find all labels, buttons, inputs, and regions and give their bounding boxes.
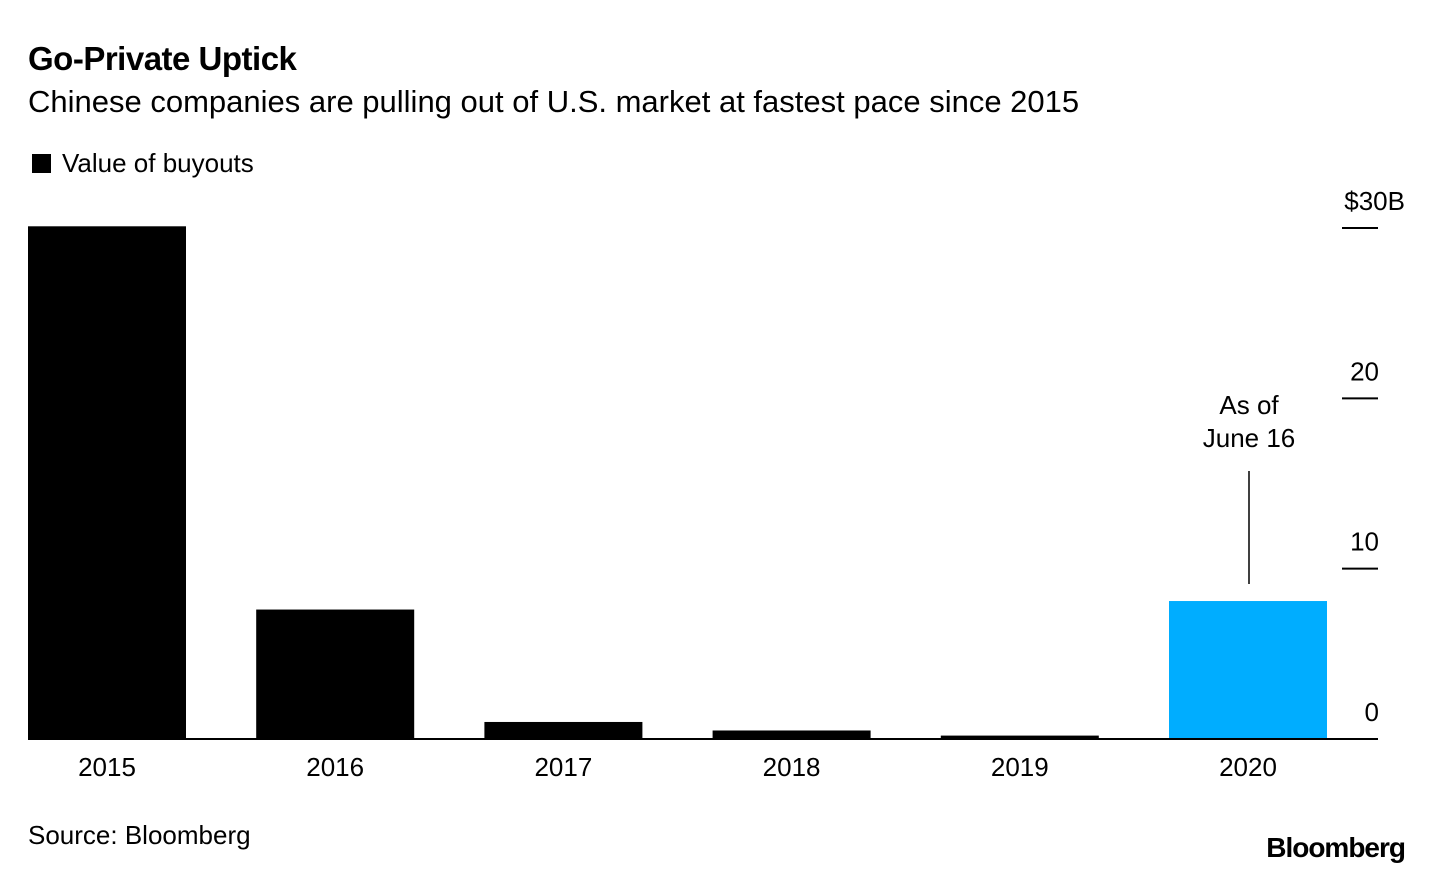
y-tick-label-20: 20 [1350,356,1379,386]
x-tick-label-2019: 2019 [991,752,1049,782]
y-tick-label-30: $30B [1344,186,1405,216]
bloomberg-logo: Bloomberg [1266,832,1406,863]
legend: Value of buyouts [32,148,254,179]
bar-group [28,226,1327,740]
x-tick-label-2016: 2016 [306,752,364,782]
bar-2019 [940,735,1099,739]
bar-2020 [1169,601,1327,739]
x-tick-label-2015: 2015 [78,752,136,782]
bar-2016 [256,609,415,739]
annotation-line-2: June 16 [1203,423,1296,453]
bar-2017 [484,721,643,739]
x-tick-label-2018: 2018 [763,752,821,782]
legend-label: Value of buyouts [62,148,254,178]
bar-2018 [712,730,871,739]
y-tick-label-10: 10 [1350,527,1379,557]
x-axis: 2015 2016 2017 2018 2019 2020 [78,752,1277,782]
chart-subtitle: Chinese companies are pulling out of U.S… [28,84,1080,119]
annotation: As of June 16 [1203,390,1296,584]
bar-2015 [28,226,186,740]
x-tick-label-2020: 2020 [1219,752,1277,782]
source-note: Source: Bloomberg [28,820,251,850]
chart-title: Go-Private Uptick [28,40,297,77]
y-tick-label-0: 0 [1365,697,1379,727]
legend-swatch [32,154,51,173]
y-axis: 0 10 20 $30B [1342,186,1405,727]
x-tick-label-2017: 2017 [534,752,592,782]
annotation-line-1: As of [1219,390,1279,420]
